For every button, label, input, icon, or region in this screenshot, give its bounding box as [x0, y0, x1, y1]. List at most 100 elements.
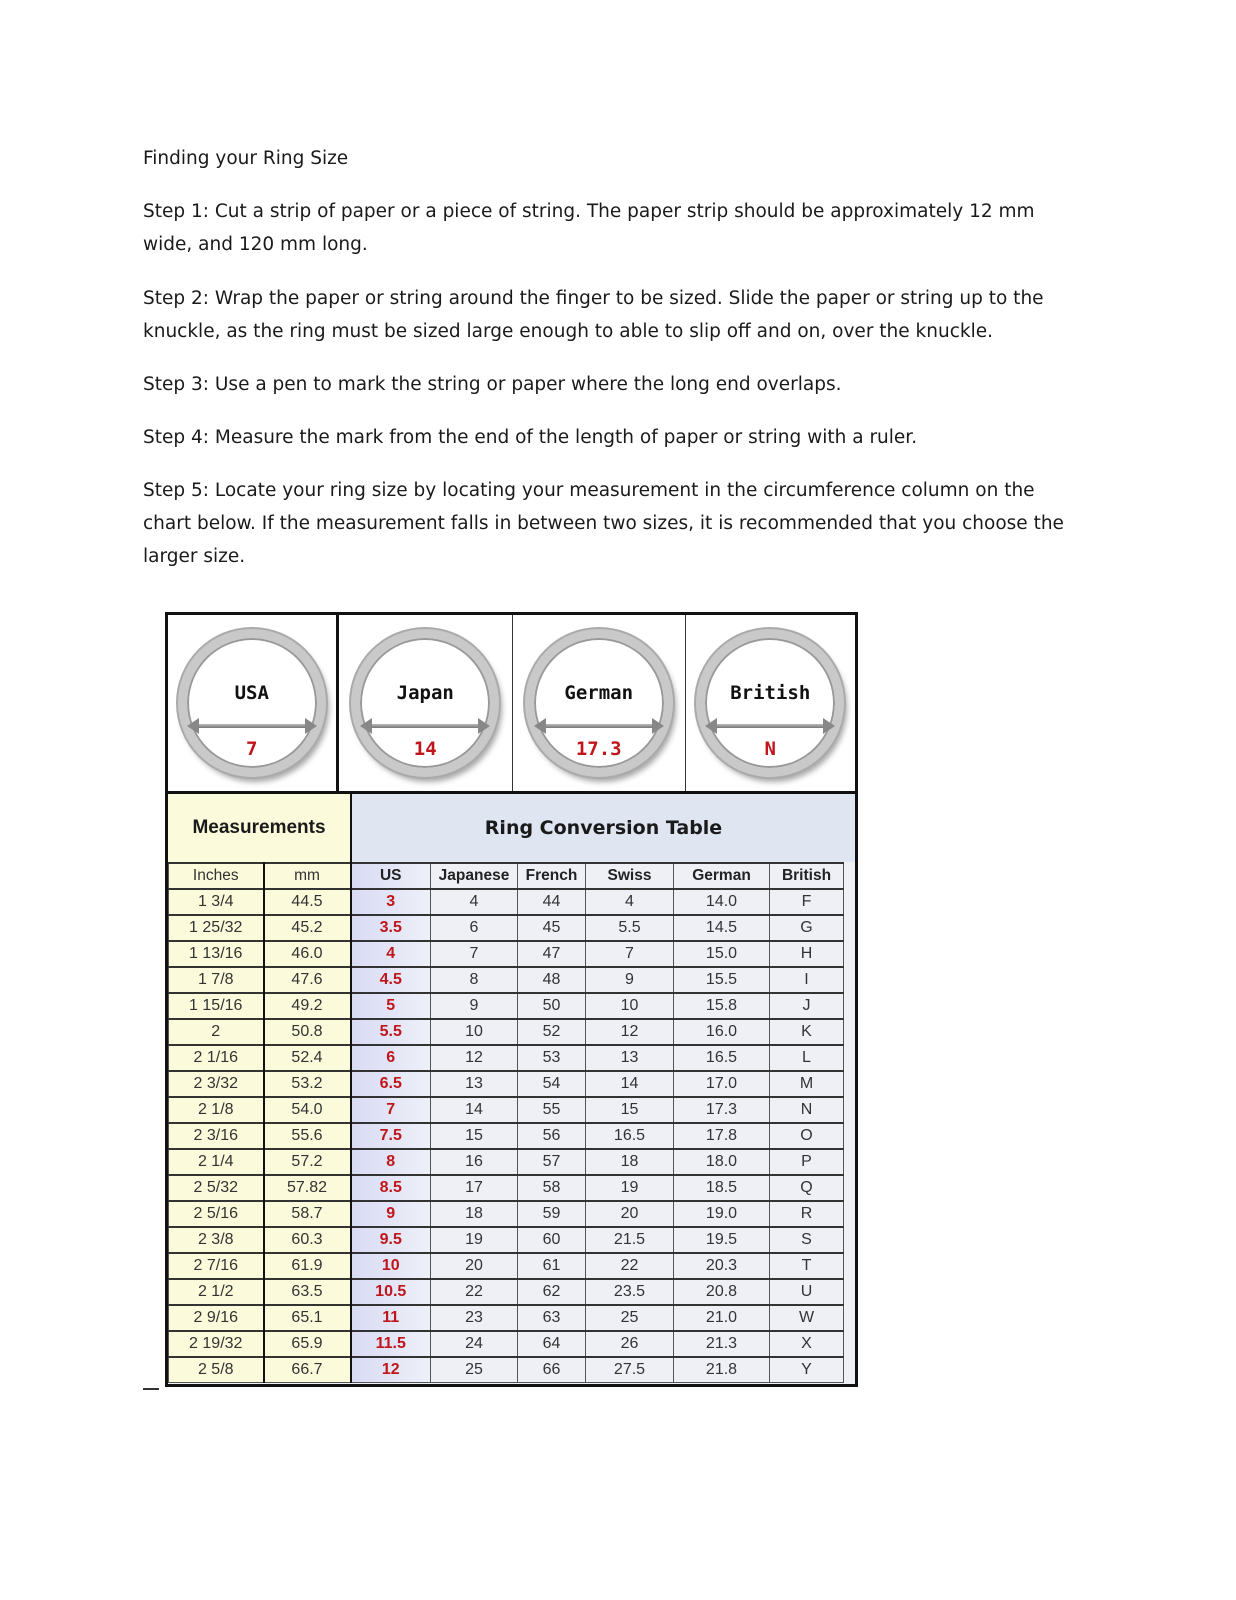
step-1: Step 1: Cut a strip of paper or a piece …: [143, 201, 1035, 255]
table-cell: 24: [430, 1330, 518, 1358]
table-cell: 65.1: [263, 1304, 352, 1332]
table-cell: 14: [430, 1096, 518, 1124]
table-cell: 52: [517, 1018, 586, 1046]
table-cell: 63.5: [263, 1278, 352, 1306]
table-row: 2 3/16 55.6 7.5 15 56 16.5 17.8 O: [168, 1122, 844, 1150]
table-cell: 45: [517, 914, 586, 942]
table-cell: G: [769, 914, 844, 942]
table-cell: 46.0: [263, 940, 352, 968]
table-cell: 16.0: [673, 1018, 770, 1046]
table-cell: 15.5: [673, 966, 770, 994]
table-cell: 57.2: [263, 1148, 352, 1176]
table-cell: 65.9: [263, 1330, 352, 1358]
table-cell: 63: [517, 1304, 586, 1332]
table-row: 1 25/32 45.2 3.5 6 45 5.5 14.5 G: [168, 914, 844, 942]
table-cell: 13: [585, 1044, 674, 1072]
step-3: Step 3: Use a pen to mark the string or …: [143, 374, 842, 395]
table-cell: 19: [430, 1226, 518, 1254]
table-cell: 19.5: [673, 1226, 770, 1254]
ring-icon: British N: [696, 629, 845, 777]
table-cell: 16.5: [673, 1044, 770, 1072]
table-cell: 62: [517, 1278, 586, 1306]
table-cell: K: [769, 1018, 844, 1046]
table-cell: 5.5: [350, 1018, 431, 1046]
column-header: British: [769, 862, 844, 890]
table-cell: 18: [430, 1200, 518, 1228]
table-cell: 12: [585, 1018, 674, 1046]
column-header: mm: [263, 862, 352, 890]
ring-icon: German 17.3: [524, 629, 673, 777]
table-cell: 2 3/16: [168, 1122, 265, 1150]
table-cell: 8: [350, 1148, 431, 1176]
table-cell: O: [769, 1122, 844, 1150]
table-cell: 25: [585, 1304, 674, 1332]
column-header: US: [350, 862, 431, 890]
column-header: French: [517, 862, 586, 890]
table-cell: 21.8: [673, 1356, 770, 1383]
table-cell: 17.8: [673, 1122, 770, 1150]
table-cell: 2 5/16: [168, 1200, 265, 1228]
table-cell: 27.5: [585, 1356, 674, 1383]
table-cell: 17: [430, 1174, 518, 1202]
table-cell: 10: [430, 1018, 518, 1046]
ring-label: Japan: [396, 682, 454, 704]
table-cell: 8.5: [350, 1174, 431, 1202]
table-row: 2 50.8 5.5 10 52 12 16.0 K: [168, 1018, 844, 1046]
table-cell: 4.5: [350, 966, 431, 994]
table-row: 2 3/32 53.2 6.5 13 54 14 17.0 M: [168, 1070, 844, 1098]
divider: [143, 1388, 159, 1390]
table-cell: 60: [517, 1226, 586, 1254]
table-cell: 2 1/8: [168, 1096, 265, 1124]
table-cell: 2 19/32: [168, 1330, 265, 1358]
table-cell: 26: [585, 1330, 674, 1358]
table-cell: 22: [585, 1252, 674, 1280]
double-arrow-icon: [705, 718, 836, 734]
table-row: 2 5/32 57.82 8.5 17 58 19 18.5 Q: [168, 1174, 844, 1202]
table-cell: 2 1/4: [168, 1148, 265, 1176]
table-cell: 57.82: [263, 1174, 352, 1202]
table-row: 2 19/32 65.9 11.5 24 64 26 21.3 X: [168, 1330, 844, 1358]
table-cell: 17.0: [673, 1070, 770, 1098]
table-cell: R: [769, 1200, 844, 1228]
conversion-table-title: Ring Conversion Table: [352, 794, 855, 862]
table-cell: 9: [585, 966, 674, 994]
table-row: 2 1/8 54.0 7 14 55 15 17.3 N: [168, 1096, 844, 1124]
table-cell: 3.5: [350, 914, 431, 942]
table-cell: 2 1/16: [168, 1044, 265, 1072]
table-cell: 20: [430, 1252, 518, 1280]
table-row: 1 7/8 47.6 4.5 8 48 9 15.5 I: [168, 966, 844, 994]
table-cell: P: [769, 1148, 844, 1176]
table-cell: 2 5/8: [168, 1356, 265, 1383]
column-header: Japanese: [430, 862, 518, 890]
table-cell: 54: [517, 1070, 586, 1098]
step-2: Step 2: Wrap the paper or string around …: [143, 288, 1044, 342]
table-cell: 1 3/4: [168, 888, 265, 916]
table-cell: S: [769, 1226, 844, 1254]
table-cell: 61.9: [263, 1252, 352, 1280]
table-cell: 21.0: [673, 1304, 770, 1332]
ring-british: British N: [686, 615, 856, 791]
table-cell: 61: [517, 1252, 586, 1280]
column-header: Swiss: [585, 862, 674, 890]
table-cell: 47: [517, 940, 586, 968]
table-cell: 44: [517, 888, 586, 916]
ring-value: 14: [413, 738, 437, 760]
table-header-row: Inches mm US Japanese French Swiss German Briti…: [168, 862, 844, 890]
ring-german: German 17.3: [513, 615, 686, 791]
table-cell: 53.2: [263, 1070, 352, 1098]
table-cell: 53: [517, 1044, 586, 1072]
table-cell: 5: [350, 992, 431, 1020]
ring-japan: Japan 14: [339, 615, 513, 791]
table-cell: 2 1/2: [168, 1278, 265, 1306]
table-cell: 19: [585, 1174, 674, 1202]
ring-value: 17.3: [575, 738, 622, 760]
table-cell: 48: [517, 966, 586, 994]
table-cell: Q: [769, 1174, 844, 1202]
table-cell: 20: [585, 1200, 674, 1228]
table-cell: 1 25/32: [168, 914, 265, 942]
table-cell: 66: [517, 1356, 586, 1383]
table-cell: 1 13/16: [168, 940, 265, 968]
table-row: 1 3/4 44.5 3 4 44 4 14.0 F: [168, 888, 844, 916]
ring-label: German: [564, 682, 634, 704]
double-arrow-icon: [360, 718, 491, 734]
